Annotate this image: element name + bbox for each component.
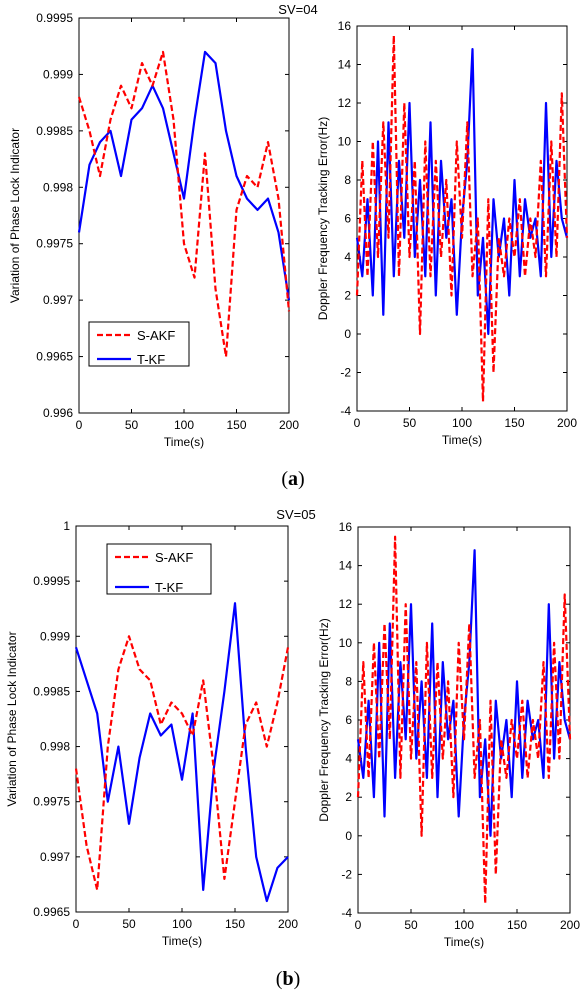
legend-label: S-AKF <box>137 328 175 343</box>
x-tick-label: 50 <box>125 418 139 432</box>
y-tick-label: -2 <box>341 867 352 881</box>
x-tick-label: 100 <box>172 917 192 931</box>
y-tick-label: 0.998 <box>43 180 73 194</box>
y-tick-label: 2 <box>345 790 352 804</box>
y-tick-label: -4 <box>340 404 351 418</box>
y-tick-label: 0.9965 <box>33 905 70 919</box>
y-axis-label: Variation of Phase Lock Indicator <box>8 128 22 303</box>
y-tick-label: 0.996 <box>43 406 73 420</box>
series-line-s-akf <box>77 50 291 358</box>
y-tick-label: 0.999 <box>40 629 70 643</box>
x-tick-label: 150 <box>225 917 245 931</box>
x-tick-label: 0 <box>354 416 361 430</box>
y-tick-label: 6 <box>344 212 351 226</box>
y-axis-label: Doppler Frequency Tracking Error(Hz) <box>317 618 331 821</box>
y-tick-label: 8 <box>344 173 351 187</box>
x-tick-label: 100 <box>174 418 194 432</box>
x-tick-label: 0 <box>73 917 80 931</box>
y-tick-label: 2 <box>344 289 351 303</box>
x-tick-label: 50 <box>122 917 136 931</box>
y-tick-label: 0.9965 <box>36 350 73 364</box>
y-tick-label: 10 <box>338 135 352 149</box>
y-tick-label: 16 <box>338 19 352 33</box>
y-tick-label: -4 <box>341 906 352 920</box>
x-tick-label: 50 <box>404 918 418 932</box>
series-line-t-kf <box>77 50 291 301</box>
y-tick-label: 0.997 <box>40 850 70 864</box>
panel-label-a: (a) <box>281 468 304 490</box>
x-tick-label: 200 <box>279 418 299 432</box>
x-tick-label: 100 <box>454 918 474 932</box>
x-axis-label: Time(s) <box>442 433 482 447</box>
x-tick-label: 200 <box>557 416 577 430</box>
y-tick-label: 0 <box>345 829 352 843</box>
x-tick-label: 150 <box>226 418 246 432</box>
y-tick-label: 10 <box>339 636 353 650</box>
x-tick-label: 0 <box>76 418 83 432</box>
legend-box <box>106 543 212 595</box>
y-tick-label: 4 <box>344 250 351 264</box>
x-tick-label: 200 <box>560 918 580 932</box>
y-tick-label: 0.999 <box>43 67 73 81</box>
chart-a-phase-lock: 0 50 100 150 200 0.996 0.9965 0.997 0.9975 0.998 0… <box>8 11 299 449</box>
x-axis-label: Time(s) <box>444 935 484 949</box>
y-tick-label: 0.9975 <box>36 237 73 251</box>
y-tick-label: 0.998 <box>40 740 70 754</box>
x-tick-label: 200 <box>278 917 298 931</box>
x-tick-label: 50 <box>403 416 417 430</box>
y-tick-label: -2 <box>340 366 351 380</box>
y-tick-label: 8 <box>345 674 352 688</box>
y-tick-label: 1 <box>63 519 70 533</box>
series-line-t-kf <box>74 602 289 903</box>
series-line-s-akf <box>74 635 290 892</box>
y-tick-label: 6 <box>345 713 352 727</box>
y-tick-label: 12 <box>338 96 352 110</box>
y-tick-label: 12 <box>339 597 353 611</box>
chart-a-doppler-error: 0 50 100 150 200 -4 -2 0 2 4 6 8 10 12 14 16 Time(s) Dopp… <box>316 19 577 447</box>
x-tick-label: 150 <box>504 416 524 430</box>
chart-b-doppler-error: 0 50 100 150 200 -4 -2 0 2 4 6 8 10 12 14 16 Time(s) Dopp… <box>317 520 580 949</box>
y-axis-label: Variation of Phase Lock Indicator <box>5 631 19 806</box>
y-tick-label: 14 <box>338 58 352 72</box>
x-tick-label: 150 <box>507 918 527 932</box>
x-tick-label: 0 <box>355 918 362 932</box>
x-axis-label: Time(s) <box>162 934 202 948</box>
sv-title-b: SV=05 <box>276 507 315 522</box>
y-tick-label: 4 <box>345 752 352 766</box>
legend-label: S-AKF <box>155 550 193 565</box>
legend-label: T-KF <box>155 580 183 595</box>
y-axis-label: Doppler Frequency Tracking Error(Hz) <box>316 117 330 320</box>
y-tick-label: 16 <box>339 520 353 534</box>
x-tick-label: 100 <box>452 416 472 430</box>
legend-label: T-KF <box>137 352 165 367</box>
chart-b-phase-lock: 0 50 100 150 200 0.9965 0.997 0.9975 0.998 0.9985… <box>5 519 298 948</box>
y-tick-label: 0.9985 <box>33 684 70 698</box>
y-tick-label: 0.997 <box>43 293 73 307</box>
series-line-s-akf <box>356 535 572 905</box>
y-tick-label: 0.9995 <box>33 574 70 588</box>
panel-label-b: (b) <box>276 968 300 990</box>
y-tick-label: 0.9995 <box>36 11 73 25</box>
x-axis-label: Time(s) <box>164 435 204 449</box>
y-tick-label: 0.9975 <box>33 795 70 809</box>
y-tick-label: 0.9985 <box>36 124 73 138</box>
series-line-s-akf <box>355 34 569 403</box>
sv-title-a: SV=04 <box>278 2 317 17</box>
y-tick-label: 0 <box>344 327 351 341</box>
y-tick-label: 14 <box>339 559 353 573</box>
